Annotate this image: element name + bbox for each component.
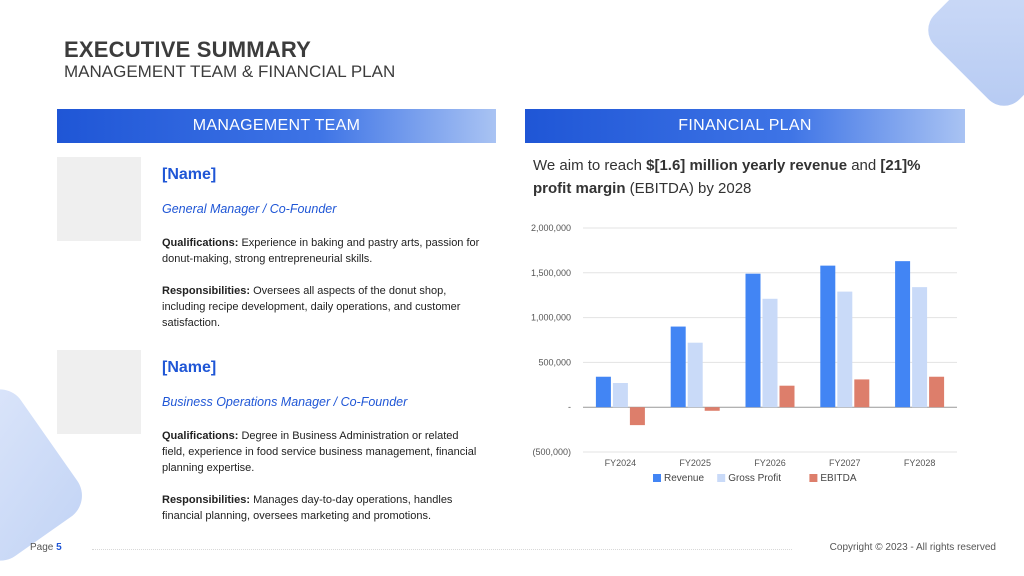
bar-ebitda bbox=[629, 407, 645, 426]
x-tick-label: FY2024 bbox=[605, 458, 637, 468]
bar-revenue bbox=[670, 326, 686, 408]
x-tick-label: FY2027 bbox=[829, 458, 861, 468]
page-subtitle: MANAGEMENT TEAM & FINANCIAL PLAN bbox=[64, 62, 396, 81]
bar-ebitda bbox=[779, 385, 795, 408]
responsibilities-text: Manages day-to-day operations, handles f… bbox=[162, 494, 453, 522]
member-responsibilities: Responsibilities: Manages day-to-day ope… bbox=[162, 492, 482, 524]
legend-entry: EBITDA bbox=[820, 473, 856, 484]
legend-entry: Revenue bbox=[664, 473, 704, 484]
management-team-heading-label: MANAGEMENT TEAM bbox=[192, 117, 361, 134]
goal-revenue: $[1.6] million yearly revenue bbox=[646, 157, 848, 174]
bar-ebitda bbox=[929, 376, 945, 408]
legend-swatch bbox=[809, 474, 818, 482]
bar-ebitda bbox=[854, 379, 870, 408]
responsibilities-text: Oversees all aspects of the donut shop, … bbox=[162, 285, 461, 329]
financial-plan-heading: FINANCIAL PLAN bbox=[525, 109, 965, 143]
bar-revenue bbox=[820, 265, 836, 408]
x-tick-label: FY2026 bbox=[754, 458, 786, 468]
page-title: EXECUTIVE SUMMARY bbox=[64, 37, 312, 62]
page-label: Page bbox=[30, 542, 57, 553]
bar-gross-profit bbox=[837, 291, 853, 408]
member-photo-placeholder bbox=[57, 350, 141, 434]
y-tick-label: 500,000 bbox=[538, 357, 571, 367]
x-tick-label: FY2028 bbox=[904, 458, 936, 468]
x-tick-label: FY2025 bbox=[679, 458, 711, 468]
qualifications-text: Degree in Business Administration or rel… bbox=[162, 430, 477, 474]
member-role: Business Operations Manager / Co-Founder bbox=[162, 395, 408, 409]
management-team-heading: MANAGEMENT TEAM bbox=[57, 109, 496, 143]
bar-gross-profit bbox=[912, 287, 928, 408]
qualifications-label: Qualifications: bbox=[162, 237, 239, 249]
bar-gross-profit bbox=[687, 342, 703, 408]
qualifications-label: Qualifications: bbox=[162, 430, 239, 442]
goal-margin: [21]% profit margin bbox=[533, 157, 921, 197]
member-photo-placeholder bbox=[57, 157, 141, 241]
bar-revenue bbox=[745, 273, 761, 408]
member-responsibilities: Responsibilities: Oversees all aspects o… bbox=[162, 283, 482, 331]
member-role: General Manager / Co-Founder bbox=[162, 202, 337, 216]
bar-gross-profit bbox=[762, 298, 778, 408]
member-name: [Name] bbox=[162, 359, 217, 376]
bar-revenue bbox=[895, 261, 911, 408]
bar-ebitda bbox=[704, 407, 720, 411]
goal-text-part: (EBITDA) by 2028 bbox=[625, 180, 752, 197]
legend-swatch bbox=[717, 474, 726, 482]
responsibilities-label: Responsibilities: bbox=[162, 285, 251, 297]
copyright-text: Copyright © 2023 - All rights reserved bbox=[829, 542, 996, 553]
page-number-value: 5 bbox=[56, 542, 62, 553]
y-tick-label: 1,500,000 bbox=[531, 268, 571, 278]
goal-text-part: and bbox=[847, 157, 881, 174]
y-tick-label: 2,000,000 bbox=[531, 223, 571, 233]
y-tick-label: (500,000) bbox=[532, 447, 571, 457]
y-tick-label: - bbox=[568, 402, 571, 412]
bar-revenue bbox=[595, 376, 611, 408]
goal-text-part: We aim to reach bbox=[533, 157, 647, 174]
legend-swatch bbox=[653, 474, 661, 482]
financial-plan-heading-label: FINANCIAL PLAN bbox=[678, 117, 812, 134]
legend-entry: Gross Profit bbox=[728, 473, 781, 484]
page-number: Page 5 bbox=[30, 542, 62, 553]
qualifications-text: Experience in baking and pastry arts, pa… bbox=[162, 237, 480, 265]
responsibilities-label: Responsibilities: bbox=[162, 494, 251, 506]
financial-bar-chart: 2,000,000 1,500,000 1,000,000 500,000 - (500,… bbox=[531, 223, 957, 484]
y-tick-label: 1,000,000 bbox=[531, 313, 571, 323]
footer-divider bbox=[92, 549, 792, 550]
member-qualifications: Qualifications: Degree in Business Admin… bbox=[162, 428, 482, 476]
decorative-shape-top-right bbox=[919, 0, 1024, 115]
bar-gross-profit bbox=[612, 383, 628, 408]
financial-goal-text: We aim to reach $[1.6] million yearly re… bbox=[533, 154, 953, 200]
member-qualifications: Qualifications: Experience in baking and… bbox=[162, 235, 482, 267]
member-name: [Name] bbox=[162, 166, 217, 183]
